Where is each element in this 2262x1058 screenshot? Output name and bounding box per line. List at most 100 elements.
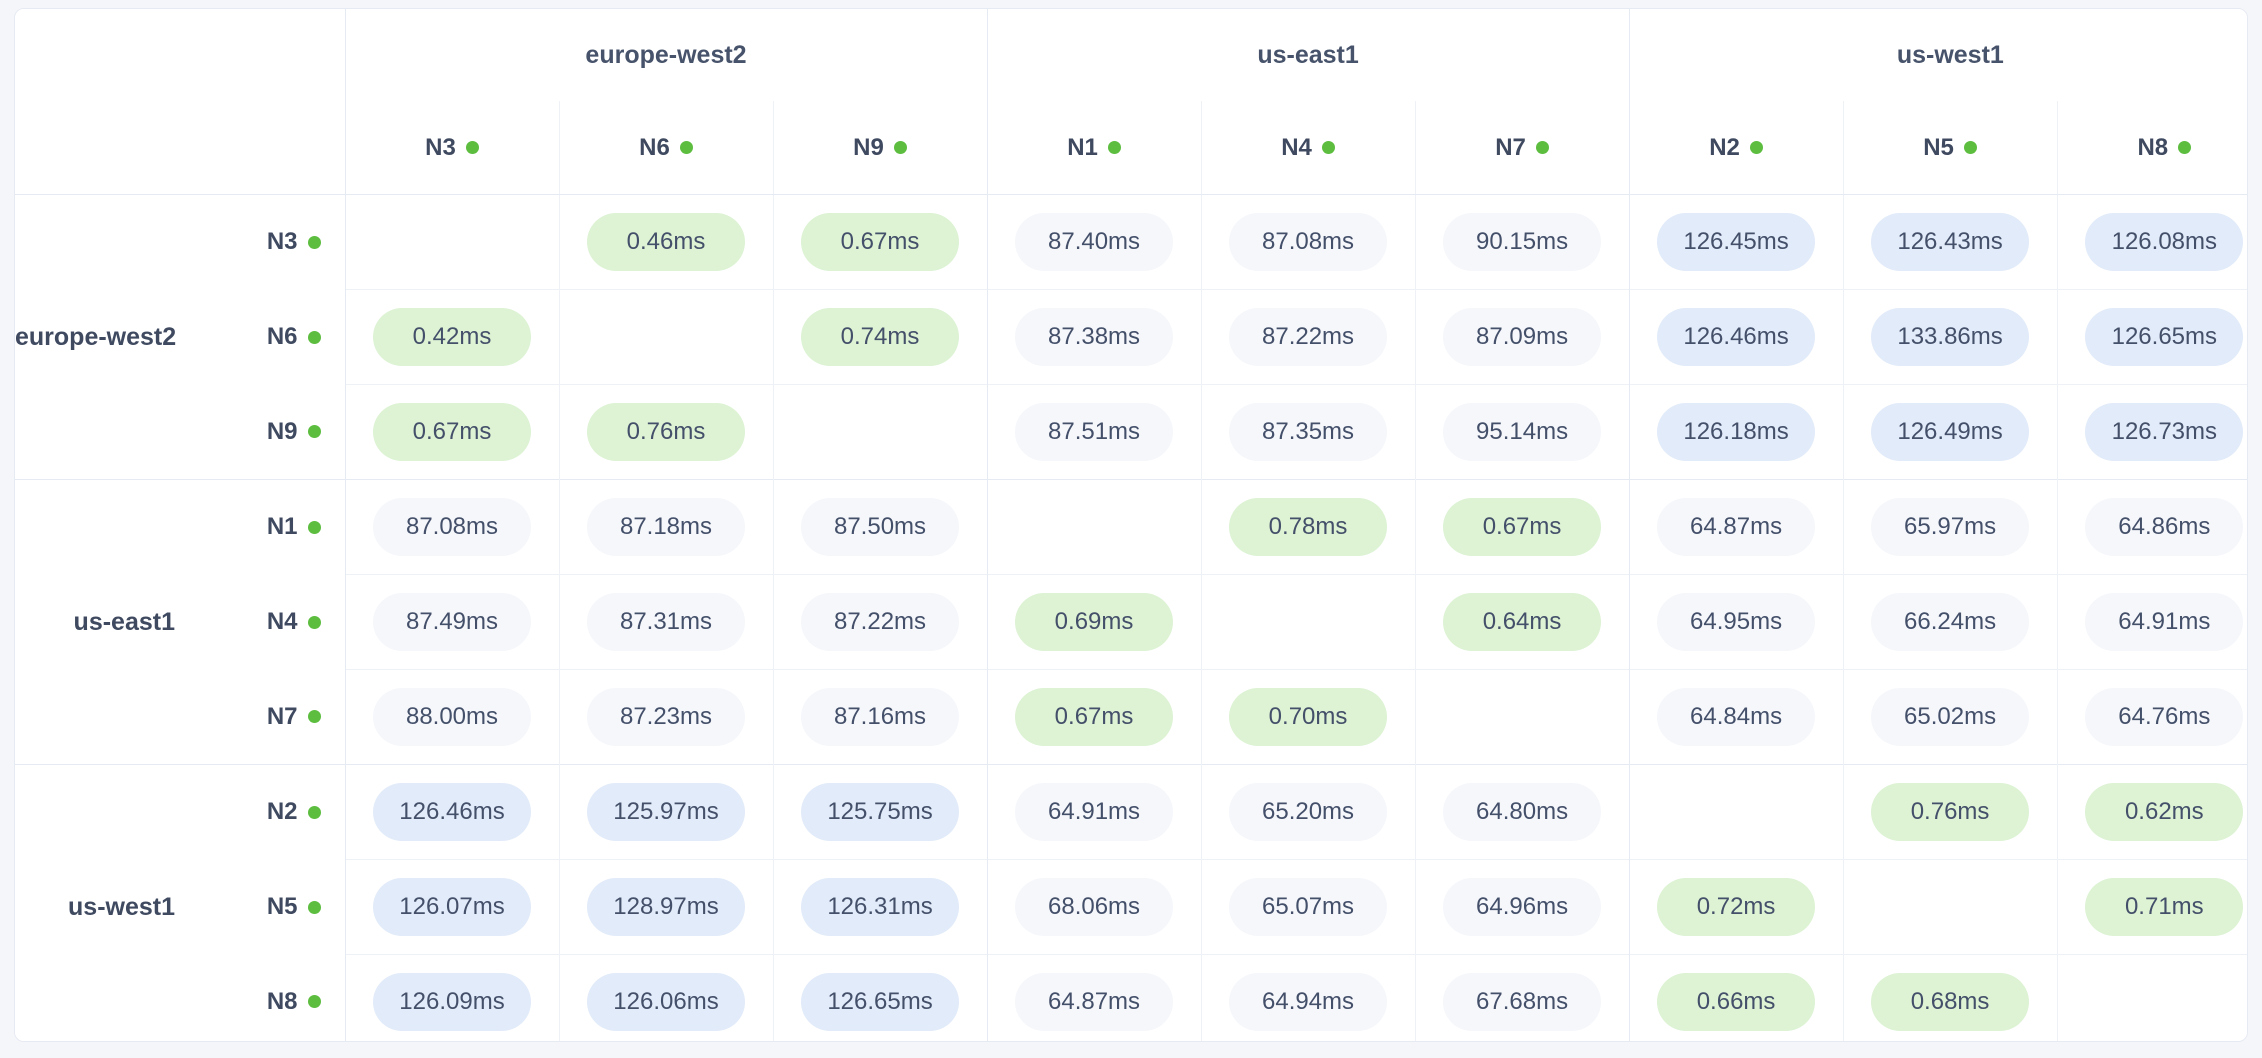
latency-cell-N3-N6[interactable]: 0.46ms bbox=[558, 194, 773, 290]
latency-cell-N1-N5[interactable]: 65.97ms bbox=[1842, 479, 2058, 575]
latency-cell-N4-N8[interactable]: 64.91ms bbox=[2056, 574, 2247, 670]
latency-cell-N9-N2[interactable]: 126.18ms bbox=[1628, 384, 1844, 480]
row-node-header-N7[interactable]: N7 bbox=[201, 669, 346, 765]
latency-cell-N7-N2[interactable]: 64.84ms bbox=[1628, 669, 1844, 765]
latency-cell-N6-N6[interactable] bbox=[558, 289, 773, 385]
latency-cell-N3-N7[interactable]: 90.15ms bbox=[1414, 194, 1630, 290]
column-node-header-N1[interactable]: N1 bbox=[986, 101, 1202, 195]
latency-cell-N4-N5[interactable]: 66.24ms bbox=[1842, 574, 2058, 670]
latency-cell-N4-N1[interactable]: 0.69ms bbox=[986, 574, 1202, 670]
latency-cell-N6-N3[interactable]: 0.42ms bbox=[344, 289, 559, 385]
latency-cell-N1-N9[interactable]: 87.50ms bbox=[772, 479, 988, 575]
latency-cell-N8-N3[interactable]: 126.09ms bbox=[344, 954, 559, 1041]
latency-cell-N1-N6[interactable]: 87.18ms bbox=[558, 479, 773, 575]
latency-cell-N3-N9[interactable]: 0.67ms bbox=[772, 194, 988, 290]
latency-cell-N5-N7[interactable]: 64.96ms bbox=[1414, 859, 1630, 955]
row-node-header-N1[interactable]: N1 bbox=[201, 479, 346, 575]
column-node-header-N3[interactable]: N3 bbox=[344, 101, 559, 195]
latency-cell-N9-N1[interactable]: 87.51ms bbox=[986, 384, 1202, 480]
latency-cell-N6-N7[interactable]: 87.09ms bbox=[1414, 289, 1630, 385]
latency-cell-N9-N9[interactable] bbox=[772, 384, 988, 480]
latency-cell-N4-N3[interactable]: 87.49ms bbox=[344, 574, 559, 670]
latency-cell-N9-N8[interactable]: 126.73ms bbox=[2056, 384, 2247, 480]
latency-cell-N2-N1[interactable]: 64.91ms bbox=[986, 764, 1202, 860]
latency-cell-N2-N2[interactable] bbox=[1628, 764, 1844, 860]
latency-cell-N1-N3[interactable]: 87.08ms bbox=[344, 479, 559, 575]
row-node-header-N4[interactable]: N4 bbox=[201, 574, 346, 670]
latency-cell-N2-N3[interactable]: 126.46ms bbox=[344, 764, 559, 860]
column-node-header-N9[interactable]: N9 bbox=[772, 101, 988, 195]
column-node-header-N2[interactable]: N2 bbox=[1628, 101, 1844, 195]
latency-cell-N9-N5[interactable]: 126.49ms bbox=[1842, 384, 2058, 480]
latency-cell-N2-N5[interactable]: 0.76ms bbox=[1842, 764, 2058, 860]
latency-cell-N2-N7[interactable]: 64.80ms bbox=[1414, 764, 1630, 860]
column-node-header-N8[interactable]: N8 bbox=[2056, 101, 2247, 195]
latency-cell-N9-N6[interactable]: 0.76ms bbox=[558, 384, 773, 480]
latency-cell-N6-N8[interactable]: 126.65ms bbox=[2056, 289, 2247, 385]
latency-pill: 0.69ms bbox=[1015, 593, 1174, 651]
latency-cell-N5-N3[interactable]: 126.07ms bbox=[344, 859, 559, 955]
latency-cell-N7-N4[interactable]: 0.70ms bbox=[1200, 669, 1416, 765]
latency-cell-N5-N2[interactable]: 0.72ms bbox=[1628, 859, 1844, 955]
latency-cell-N5-N4[interactable]: 65.07ms bbox=[1200, 859, 1416, 955]
latency-cell-N1-N8[interactable]: 64.86ms bbox=[2056, 479, 2247, 575]
latency-cell-N4-N2[interactable]: 64.95ms bbox=[1628, 574, 1844, 670]
latency-cell-N8-N9[interactable]: 126.65ms bbox=[772, 954, 988, 1041]
latency-cell-N7-N9[interactable]: 87.16ms bbox=[772, 669, 988, 765]
latency-cell-N8-N8[interactable] bbox=[2056, 954, 2247, 1041]
latency-cell-N8-N5[interactable]: 0.68ms bbox=[1842, 954, 2058, 1041]
latency-cell-N3-N4[interactable]: 87.08ms bbox=[1200, 194, 1416, 290]
row-node-header-N6[interactable]: N6 bbox=[201, 289, 346, 385]
latency-cell-N3-N3[interactable] bbox=[344, 194, 559, 290]
latency-cell-N5-N5[interactable] bbox=[1842, 859, 2058, 955]
latency-cell-N7-N8[interactable]: 64.76ms bbox=[2056, 669, 2247, 765]
latency-cell-N3-N5[interactable]: 126.43ms bbox=[1842, 194, 2058, 290]
latency-cell-N1-N4[interactable]: 0.78ms bbox=[1200, 479, 1416, 575]
latency-cell-N9-N4[interactable]: 87.35ms bbox=[1200, 384, 1416, 480]
latency-cell-N5-N6[interactable]: 128.97ms bbox=[558, 859, 773, 955]
latency-cell-N7-N1[interactable]: 0.67ms bbox=[986, 669, 1202, 765]
latency-cell-N7-N6[interactable]: 87.23ms bbox=[558, 669, 773, 765]
latency-cell-N3-N2[interactable]: 126.45ms bbox=[1628, 194, 1844, 290]
latency-cell-N4-N7[interactable]: 0.64ms bbox=[1414, 574, 1630, 670]
latency-cell-N6-N4[interactable]: 87.22ms bbox=[1200, 289, 1416, 385]
latency-cell-N5-N9[interactable]: 126.31ms bbox=[772, 859, 988, 955]
latency-cell-N7-N5[interactable]: 65.02ms bbox=[1842, 669, 2058, 765]
latency-cell-N8-N6[interactable]: 126.06ms bbox=[558, 954, 773, 1041]
latency-cell-N5-N8[interactable]: 0.71ms bbox=[2056, 859, 2247, 955]
column-node-header-N6[interactable]: N6 bbox=[558, 101, 773, 195]
latency-cell-N9-N7[interactable]: 95.14ms bbox=[1414, 384, 1630, 480]
latency-cell-N7-N7[interactable] bbox=[1414, 669, 1630, 765]
latency-cell-N8-N1[interactable]: 64.87ms bbox=[986, 954, 1202, 1041]
latency-cell-N6-N5[interactable]: 133.86ms bbox=[1842, 289, 2058, 385]
column-node-header-N7[interactable]: N7 bbox=[1414, 101, 1630, 195]
latency-cell-N4-N9[interactable]: 87.22ms bbox=[772, 574, 988, 670]
latency-cell-N7-N3[interactable]: 88.00ms bbox=[344, 669, 559, 765]
latency-cell-N2-N8[interactable]: 0.62ms bbox=[2056, 764, 2247, 860]
latency-cell-N8-N4[interactable]: 64.94ms bbox=[1200, 954, 1416, 1041]
row-node-header-N3[interactable]: N3 bbox=[201, 194, 346, 290]
latency-cell-N3-N1[interactable]: 87.40ms bbox=[986, 194, 1202, 290]
latency-cell-N1-N2[interactable]: 64.87ms bbox=[1628, 479, 1844, 575]
latency-cell-N1-N7[interactable]: 0.67ms bbox=[1414, 479, 1630, 575]
latency-cell-N6-N2[interactable]: 126.46ms bbox=[1628, 289, 1844, 385]
latency-cell-N5-N1[interactable]: 68.06ms bbox=[986, 859, 1202, 955]
row-node-header-N2[interactable]: N2 bbox=[201, 764, 346, 860]
latency-cell-N6-N9[interactable]: 0.74ms bbox=[772, 289, 988, 385]
row-node-header-N8[interactable]: N8 bbox=[201, 954, 346, 1041]
latency-cell-N4-N6[interactable]: 87.31ms bbox=[558, 574, 773, 670]
latency-cell-N9-N3[interactable]: 0.67ms bbox=[344, 384, 559, 480]
latency-cell-N2-N4[interactable]: 65.20ms bbox=[1200, 764, 1416, 860]
row-node-header-N5[interactable]: N5 bbox=[201, 859, 346, 955]
latency-cell-N3-N8[interactable]: 126.08ms bbox=[2056, 194, 2247, 290]
latency-cell-N1-N1[interactable] bbox=[986, 479, 1202, 575]
latency-cell-N8-N7[interactable]: 67.68ms bbox=[1414, 954, 1630, 1041]
row-node-header-N9[interactable]: N9 bbox=[201, 384, 346, 480]
latency-cell-N2-N9[interactable]: 125.75ms bbox=[772, 764, 988, 860]
latency-cell-N6-N1[interactable]: 87.38ms bbox=[986, 289, 1202, 385]
column-node-header-N4[interactable]: N4 bbox=[1200, 101, 1416, 195]
latency-cell-N8-N2[interactable]: 0.66ms bbox=[1628, 954, 1844, 1041]
latency-cell-N4-N4[interactable] bbox=[1200, 574, 1416, 670]
latency-cell-N2-N6[interactable]: 125.97ms bbox=[558, 764, 773, 860]
column-node-header-N5[interactable]: N5 bbox=[1842, 101, 2058, 195]
